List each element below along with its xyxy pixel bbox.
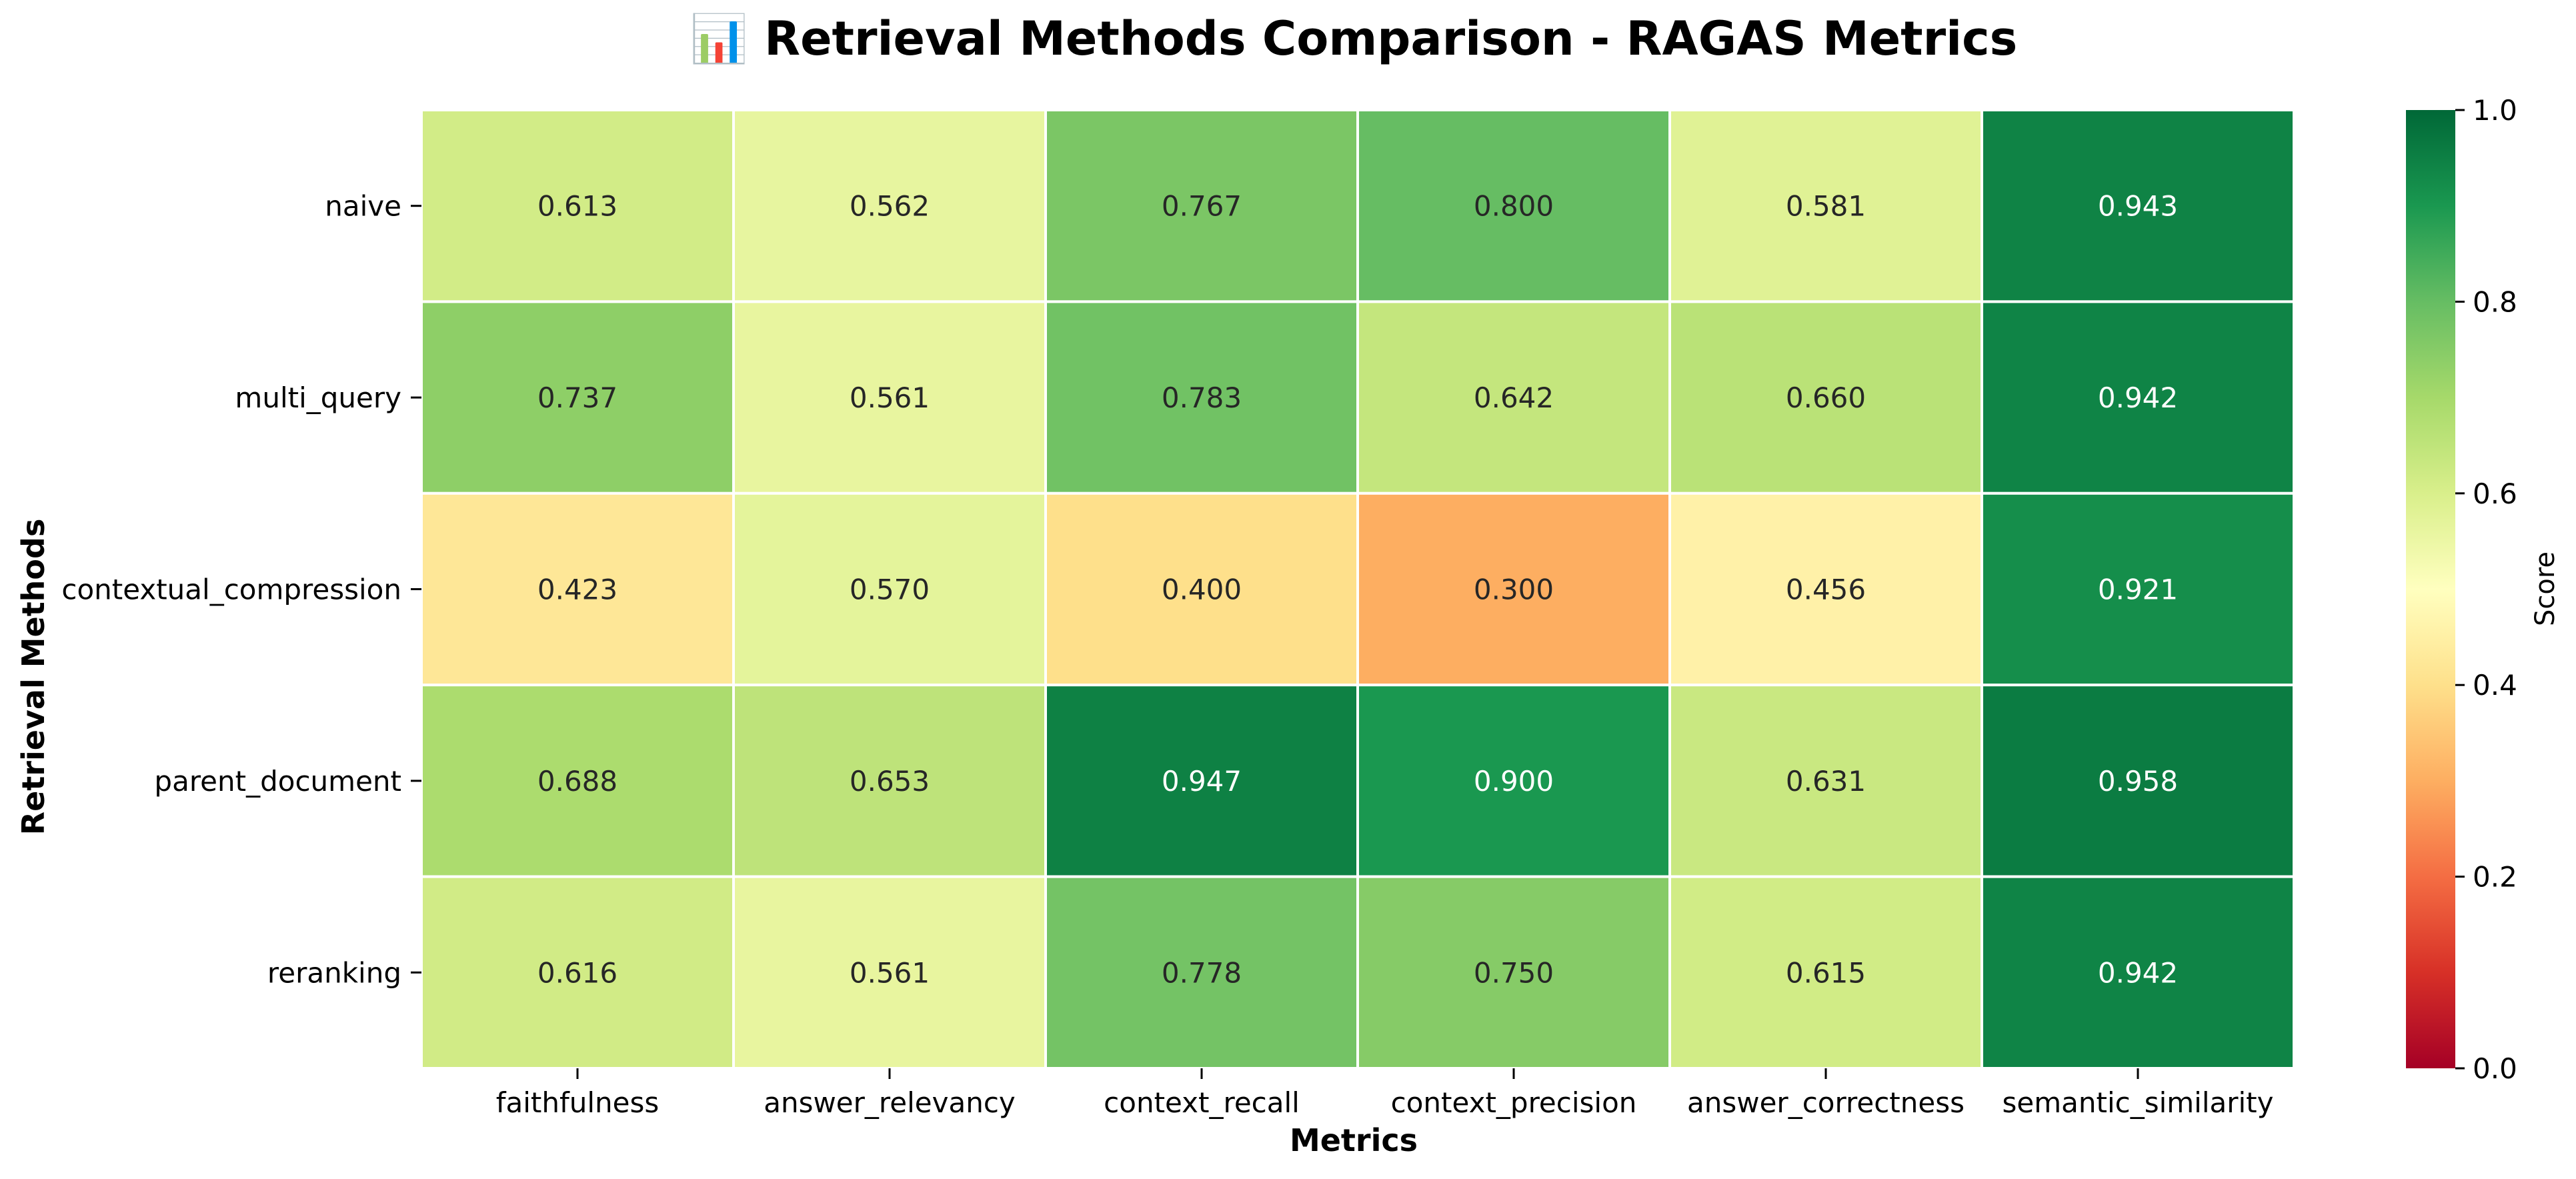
y-axis: naive multi_query contextual_compressionpa… (61, 190, 421, 989)
heatmap-cell (1356, 684, 1671, 878)
cell-value-label: 0.616 (537, 956, 617, 989)
cell-value-label: 0.750 (1474, 956, 1554, 989)
cell-value-label: 0.570 (850, 573, 930, 606)
heatmap-cell (732, 491, 1047, 687)
colorbar-tick-label: 1.0 (2473, 94, 2517, 127)
colorbar: 0.0 0.2 0.4 0.6 0.8 1.0 Score (2406, 94, 2561, 1085)
chart-title: 📊 Retrieval Methods Comparison - RAGAS M… (690, 11, 2018, 66)
x-tick-label: answer_relevancy (764, 1086, 1016, 1119)
heatmap-cell (1044, 491, 1359, 687)
heatmap-cell (420, 109, 735, 303)
cell-value-label: 0.958 (2098, 765, 2178, 798)
x-tick-label: semantic_similarity (2002, 1086, 2273, 1119)
cell-value-label: 0.688 (537, 765, 617, 798)
colorbar-label: Score (2530, 551, 2561, 626)
colorbar-tick-label: 0.0 (2473, 1052, 2517, 1085)
heatmap-cell (1356, 109, 1671, 303)
heatmap-cell (732, 300, 1047, 495)
heatmap-cell (1981, 109, 2295, 303)
heatmap-cell (1044, 109, 1359, 303)
cell-value-label: 0.943 (2098, 190, 2178, 223)
heatmap-cell (1044, 684, 1359, 878)
heatmap-cell (1668, 875, 1983, 1070)
cell-value-label: 0.947 (1162, 765, 1242, 798)
cell-value-label: 0.300 (1474, 573, 1554, 606)
colorbar-tick-label: 0.2 (2473, 861, 2517, 894)
cell-value-label: 0.581 (1786, 190, 1866, 223)
cell-value-label: 0.562 (850, 190, 930, 223)
x-tick-label: answer_correctness (1687, 1086, 1965, 1119)
heatmap-cells (420, 109, 2295, 1070)
colorbar-ticks: 0.0 0.2 0.4 0.6 0.8 1.0 (2455, 94, 2517, 1085)
cell-value-label: 0.900 (1474, 765, 1554, 798)
cell-value-label: 0.942 (2098, 381, 2178, 414)
cell-value-label: 0.642 (1474, 381, 1554, 414)
heatmap-cell (1668, 109, 1983, 303)
x-tick-label: faithfulness (496, 1086, 660, 1119)
cell-value-label: 0.423 (537, 573, 617, 606)
colorbar-tick-label: 0.6 (2473, 477, 2517, 510)
cell-value-label: 0.615 (1786, 956, 1866, 989)
heatmap-cell (420, 684, 735, 878)
heatmap-cell (1356, 491, 1671, 687)
y-tick-label: multi_query (235, 381, 401, 414)
heatmap-cell (420, 491, 735, 687)
heatmap-cell-labels: 0.613 0.562 0.767 0.800 0.581 0.943 0.737 0.561… (537, 190, 2178, 990)
cell-value-label: 0.613 (537, 190, 617, 223)
y-tick-label: reranking (267, 956, 401, 989)
colorbar-gradient (2406, 110, 2455, 1068)
cell-value-label: 0.921 (2098, 573, 2178, 606)
cell-value-label: 0.783 (1162, 381, 1242, 414)
heatmap-cell (1981, 491, 2295, 687)
heatmap-cell (1981, 300, 2295, 495)
y-axis-title: Retrieval Methods (15, 519, 51, 836)
colorbar-tick-label: 0.8 (2473, 285, 2517, 318)
cell-value-label: 0.456 (1786, 573, 1866, 606)
x-axis-title: Metrics (1290, 1122, 1418, 1158)
cell-value-label: 0.737 (537, 381, 617, 414)
heatmap-cell (1981, 875, 2295, 1070)
heatmap-cell (732, 684, 1047, 878)
cell-value-label: 0.653 (850, 765, 930, 798)
colorbar-tick-label: 0.4 (2473, 669, 2517, 702)
heatmap-cell (1356, 875, 1671, 1070)
heatmap-cell (1668, 684, 1983, 878)
cell-value-label: 0.561 (850, 956, 930, 989)
y-tick-label: contextual_compression (61, 573, 401, 606)
heatmap-cell (1356, 300, 1671, 495)
x-tick-label: context_recall (1104, 1086, 1300, 1119)
heatmap-cell (1981, 684, 2295, 878)
x-tick-label: context_precision (1391, 1086, 1637, 1119)
cell-value-label: 0.660 (1786, 381, 1866, 414)
heatmap-cell (420, 875, 735, 1070)
heatmap-cell (732, 109, 1047, 303)
y-tick-label: naive (325, 190, 401, 223)
cell-value-label: 0.942 (2098, 956, 2178, 989)
cell-value-label: 0.767 (1162, 190, 1242, 223)
cell-value-label: 0.778 (1162, 956, 1242, 989)
cell-value-label: 0.400 (1162, 573, 1242, 606)
heatmap-cell (1668, 491, 1983, 687)
x-axis: faithfulness answer_relevancy context_reca… (496, 1068, 2274, 1119)
cell-value-label: 0.561 (850, 381, 930, 414)
y-tick-label: parent_document (154, 765, 401, 798)
cell-value-label: 0.631 (1786, 765, 1866, 798)
heatmap-cell (1044, 875, 1359, 1070)
cell-value-label: 0.800 (1474, 190, 1554, 223)
